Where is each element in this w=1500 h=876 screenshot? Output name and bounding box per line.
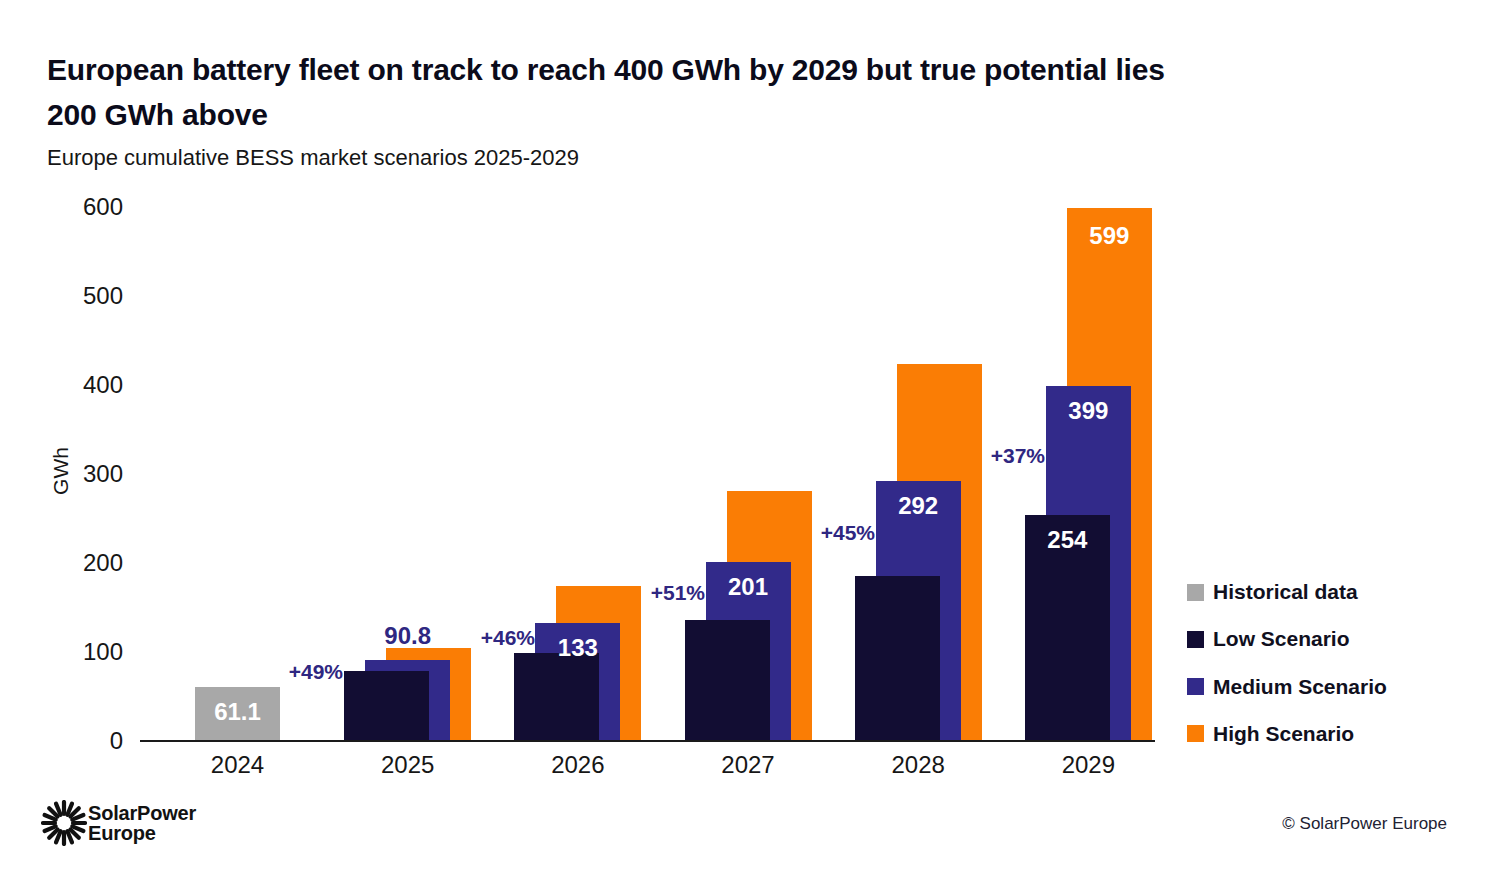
bar-value-label: 292	[876, 493, 961, 519]
y-tick-label: 100	[55, 639, 123, 665]
legend-swatch-low-scenario	[1187, 631, 1204, 648]
x-tick-label: 2027	[663, 752, 833, 778]
copyright-text: © SolarPower Europe	[1282, 813, 1447, 835]
y-tick-label: 400	[55, 372, 123, 398]
bar-value-label: 399	[1046, 398, 1131, 424]
growth-label: +51%	[575, 580, 705, 606]
y-tick-label: 500	[55, 283, 123, 309]
growth-label: +49%	[213, 659, 343, 685]
bar-value-label: 133	[535, 635, 620, 661]
chart-page: European battery fleet on track to reach…	[0, 0, 1500, 876]
bar-value-label: 61.1	[195, 699, 280, 725]
legend-swatch-high-scenario	[1187, 725, 1204, 742]
wordmark-line2: Europe	[88, 823, 196, 843]
bar-value-label: 201	[706, 574, 791, 600]
y-tick-label: 0	[55, 728, 123, 754]
legend-label-high-scenario: High Scenario	[1213, 721, 1354, 747]
bar-value-label: 254	[1025, 527, 1110, 553]
y-tick-label: 600	[55, 194, 123, 220]
bar-chart: GWh 010020030040050060020242025202620272…	[0, 0, 1500, 876]
bar-value-label: 599	[1067, 223, 1152, 249]
x-tick-label: 2025	[323, 752, 493, 778]
growth-label: +46%	[405, 625, 535, 651]
x-tick-label: 2026	[493, 752, 663, 778]
x-tick-label: 2024	[153, 752, 323, 778]
y-tick-label: 300	[55, 461, 123, 487]
legend-label-low-scenario: Low Scenario	[1213, 626, 1350, 652]
growth-label: +37%	[915, 443, 1045, 469]
y-tick-label: 200	[55, 550, 123, 576]
solarpower-logo-icon	[41, 800, 87, 846]
bar-low-scenario-2026	[514, 653, 599, 741]
x-axis-line	[140, 740, 1155, 742]
legend-swatch-medium-scenario	[1187, 678, 1204, 695]
legend-label-historical-data: Historical data	[1213, 579, 1358, 605]
solarpower-wordmark: SolarPower Europe	[88, 803, 196, 843]
bar-low-scenario-2027	[685, 620, 770, 741]
bar-low-scenario-2025	[344, 671, 429, 741]
legend-swatch-historical-data	[1187, 584, 1204, 601]
x-tick-label: 2029	[1003, 752, 1173, 778]
wordmark-line1: SolarPower	[88, 803, 196, 823]
legend-label-medium-scenario: Medium Scenario	[1213, 674, 1387, 700]
growth-label: +45%	[745, 520, 875, 546]
bar-low-scenario-2028	[855, 576, 940, 741]
x-tick-label: 2028	[833, 752, 1003, 778]
